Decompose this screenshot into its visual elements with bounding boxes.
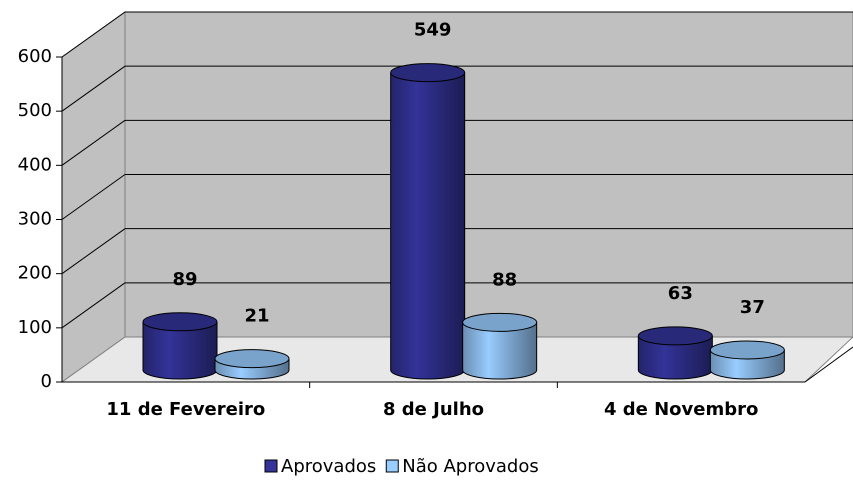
value-label: 89 (172, 269, 197, 290)
cylinder (142, 312, 218, 380)
y-tick-label: 100 (18, 317, 52, 338)
legend-swatch (385, 459, 399, 473)
cylinder (637, 326, 713, 380)
floor-edge (804, 346, 853, 383)
cylinder-outline (462, 322, 538, 380)
grid-line (61, 65, 126, 112)
value-label: 21 (244, 306, 269, 327)
y-tick-label: 500 (18, 100, 52, 121)
y-tick-label: 400 (18, 154, 52, 175)
grid-line (61, 282, 126, 329)
grid-line (61, 228, 126, 275)
grid-line (61, 119, 126, 166)
cylinder (709, 340, 785, 380)
y-tick-label: 600 (18, 46, 52, 67)
value-label: 88 (492, 269, 517, 290)
cylinder-top (709, 340, 785, 360)
cylinder (214, 349, 290, 380)
cylinder-top (214, 349, 290, 369)
legend-label: Aprovados (281, 456, 376, 477)
value-label: 63 (668, 283, 693, 304)
cylinder-top (142, 312, 218, 332)
x-tick-label: 4 de Novembro (604, 399, 758, 420)
grid-line (61, 11, 126, 58)
legend-label: Não Aprovados (402, 456, 539, 477)
legend-swatch (264, 459, 278, 473)
y-tick-label: 300 (18, 209, 52, 230)
y-tick-label: 0 (41, 371, 52, 392)
cylinder-outline (142, 321, 218, 380)
x-tick-label: 8 de Julho (383, 399, 484, 420)
cylinder (390, 63, 466, 380)
cylinder-outline (637, 335, 713, 380)
x-tick-label: 11 de Fevereiro (106, 399, 265, 420)
value-label: 549 (414, 20, 452, 41)
grid-line (61, 174, 126, 220)
cylinder-top (462, 312, 538, 332)
y-tick-label: 200 (18, 263, 52, 284)
cylinder (462, 312, 538, 380)
cylinder-top (637, 326, 713, 346)
cylinder-outline (390, 72, 466, 380)
value-label: 37 (740, 297, 765, 318)
cylinder-top (390, 63, 466, 83)
